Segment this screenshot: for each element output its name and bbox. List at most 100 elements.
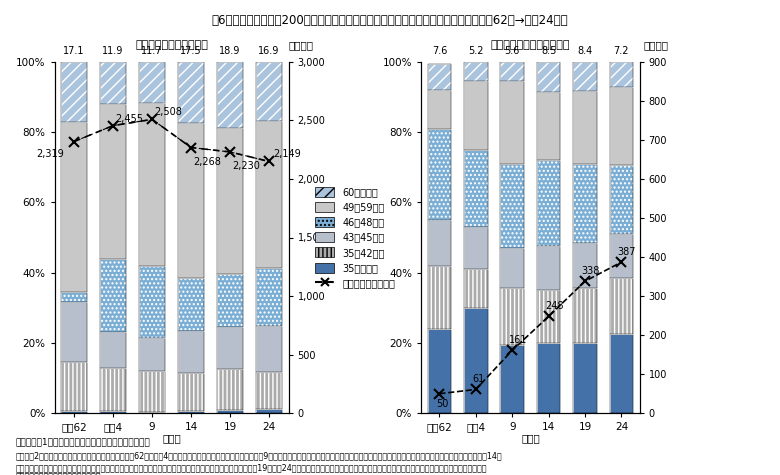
Bar [427, 220, 451, 266]
Bar [610, 165, 633, 234]
Bar [257, 62, 282, 121]
Bar [101, 104, 126, 258]
Bar [218, 410, 243, 413]
Bar [140, 103, 165, 266]
Bar [464, 227, 488, 269]
Bar [573, 91, 597, 164]
Text: 11.7: 11.7 [141, 47, 163, 57]
Bar [610, 278, 633, 334]
Bar [427, 90, 451, 129]
Bar [464, 62, 488, 81]
Bar [179, 123, 204, 278]
Bar [179, 373, 204, 411]
Bar [610, 62, 633, 87]
Bar [610, 87, 633, 165]
Bar [140, 412, 165, 413]
Bar [501, 345, 524, 413]
Bar [218, 327, 243, 370]
Bar [464, 269, 488, 308]
Bar [573, 288, 597, 343]
Bar [101, 332, 126, 368]
Bar [140, 266, 165, 338]
Text: 2,508: 2,508 [154, 107, 182, 117]
Bar [464, 150, 488, 227]
Bar [179, 62, 204, 123]
Bar [62, 62, 87, 122]
Text: 387: 387 [618, 247, 636, 256]
Text: 2,268: 2,268 [193, 157, 221, 167]
Bar [62, 292, 87, 302]
Bar [610, 278, 633, 334]
Bar [427, 329, 451, 413]
Bar [179, 373, 204, 411]
Bar [179, 331, 204, 373]
Bar [610, 87, 633, 165]
Bar [610, 334, 633, 413]
Bar [501, 345, 524, 413]
Bar [501, 248, 524, 288]
Bar [501, 288, 524, 345]
Bar [537, 160, 560, 246]
Bar [62, 302, 87, 362]
Bar [140, 371, 165, 412]
Bar [573, 62, 597, 91]
Bar [179, 123, 204, 278]
Bar [610, 234, 633, 278]
Bar [501, 248, 524, 288]
Bar [537, 92, 560, 160]
Bar [179, 62, 204, 123]
Bar [610, 165, 633, 234]
Bar [610, 62, 633, 87]
Bar [179, 278, 204, 331]
Bar [140, 371, 165, 412]
Text: 18.9: 18.9 [219, 47, 241, 57]
Bar [218, 128, 243, 275]
Bar [427, 129, 451, 220]
Bar [257, 121, 282, 268]
Bar [537, 160, 560, 246]
Bar [257, 326, 282, 372]
X-axis label: （年）: （年） [521, 434, 540, 444]
Bar [427, 90, 451, 129]
Text: 16.9: 16.9 [258, 47, 280, 57]
Bar [218, 370, 243, 410]
Bar [218, 327, 243, 370]
Bar [101, 104, 126, 258]
Bar [257, 372, 282, 409]
Text: 2,149: 2,149 [273, 150, 301, 160]
Bar [101, 411, 126, 413]
Bar [573, 164, 597, 243]
Bar [501, 62, 524, 81]
Bar [501, 164, 524, 248]
Bar [464, 150, 488, 227]
Bar [62, 122, 87, 292]
Bar [537, 290, 560, 343]
Text: （万人）: （万人） [289, 40, 314, 50]
Text: 託」、「その他」の合計。
　　　　3．就業時間別の比重を表すため、就業時間不詳を除いて算出している。
　　　　4．昭和62年の「43～45時間」は「46～48時: 託」、「その他」の合計。 3．就業時間別の比重を表すため、就業時間不詳を除いて算… [16, 473, 192, 475]
Bar [537, 246, 560, 290]
Bar [537, 343, 560, 413]
Bar [573, 243, 597, 288]
X-axis label: （年）: （年） [162, 434, 181, 444]
Bar [101, 368, 126, 411]
Bar [218, 410, 243, 413]
Bar [179, 411, 204, 413]
Legend: 60時間以上, 49～59時間, 46～48時間, 43～45時間, 35～42時間, 35時間未満, 就業者数（右目盛）: 60時間以上, 49～59時間, 46～48時間, 43～45時間, 35～42… [315, 187, 395, 288]
Text: 7.6: 7.6 [431, 47, 447, 57]
Bar [62, 122, 87, 292]
Bar [101, 62, 126, 104]
Bar [573, 164, 597, 243]
Bar [140, 62, 165, 103]
Bar [464, 308, 488, 413]
Text: 2,230: 2,230 [232, 161, 260, 171]
Bar [140, 338, 165, 371]
Bar [257, 326, 282, 372]
Bar [101, 332, 126, 368]
Bar [427, 266, 451, 329]
Bar [610, 234, 633, 278]
Bar [257, 409, 282, 413]
Bar [427, 220, 451, 266]
Bar [218, 275, 243, 327]
Bar [62, 292, 87, 302]
Text: 17.1: 17.1 [63, 47, 85, 57]
